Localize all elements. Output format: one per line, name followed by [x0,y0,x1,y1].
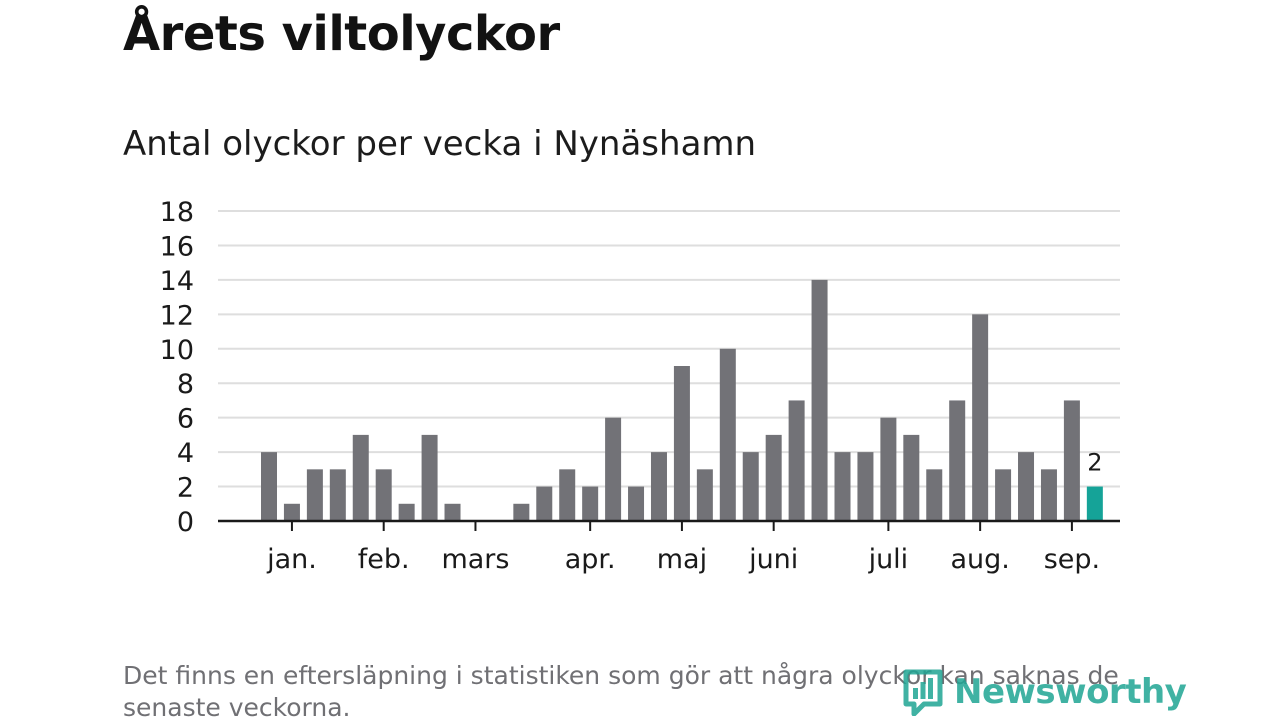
y-tick-label: 6 [177,404,194,435]
y-tick-label: 0 [177,507,194,538]
bar [421,434,438,521]
y-tick-label: 4 [177,438,194,469]
bar [605,417,622,521]
bar [972,314,989,521]
bar [696,469,713,521]
newsworthy-wordmark: Newsworthy [954,672,1187,712]
newsworthy-chart-icon [903,669,943,716]
bar [834,452,851,521]
x-axis-ticks: jan. feb. mars apr. maj juni juli aug. sep. [266,521,1100,575]
newsworthy-logo: Newsworthy [902,668,1187,716]
bar [650,452,667,521]
bar [352,434,369,521]
x-tick-label: juli [868,544,909,575]
grid-lines [218,210,1120,488]
bar-highlight [1086,486,1103,521]
bar [765,434,782,521]
bar [673,366,690,521]
bar [811,279,828,521]
bar [306,469,323,521]
y-tick-label: 18 [160,197,194,228]
x-tick-label: maj [657,544,707,575]
footnote: Det finns en eftersläpning i statistiken… [123,661,1119,722]
bar [926,469,943,521]
bar [995,469,1012,521]
x-tick-label: mars [441,544,509,575]
y-tick-label: 10 [160,335,194,366]
bar [398,503,415,521]
chart-subtitle: Antal olyckor per vecka i Nynäshamn [123,124,757,164]
x-tick-label: jan. [266,544,317,575]
bar [880,417,897,521]
bar [719,348,736,521]
y-tick-label: 8 [177,369,194,400]
bar [857,452,874,521]
bar [1018,452,1035,521]
chart-title: Årets viltolyckor [123,6,560,62]
x-tick-label: sep. [1044,544,1100,575]
bar [261,452,277,521]
bar [903,434,920,521]
data-labels: 2 [1087,449,1102,477]
bar [375,469,392,521]
y-tick-label: 16 [160,231,194,262]
bar [788,400,805,521]
bar [949,400,966,521]
bar [559,469,576,521]
bars [261,279,1103,521]
data-label-last-week: 2 [1087,449,1102,477]
x-tick-label: aug. [950,544,1009,575]
x-tick-label: juni [748,544,798,575]
bar [628,486,645,521]
bar [742,452,759,521]
bar [513,503,530,521]
bar [1040,469,1057,521]
x-tick-label: apr. [565,544,616,575]
y-tick-label: 14 [160,266,194,297]
bar [1063,400,1080,521]
bar [283,503,300,521]
bar [536,486,553,521]
x-tick-label: feb. [358,544,410,575]
bar [582,486,599,521]
bar [329,469,346,521]
bar [444,503,461,521]
y-tick-label: 12 [160,300,194,331]
y-tick-label: 2 [177,473,194,504]
